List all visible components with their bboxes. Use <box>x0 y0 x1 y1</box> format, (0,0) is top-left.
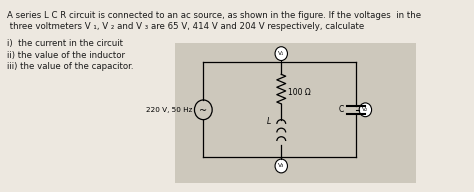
Circle shape <box>275 47 287 60</box>
Text: C: C <box>339 105 344 114</box>
Text: V₁: V₁ <box>278 51 284 56</box>
Text: A series L C R circuit is connected to an ac source, as shown in the figure. If : A series L C R circuit is connected to a… <box>7 11 421 20</box>
Text: three voltmeters V ₁, V ₂ and V ₃ are 65 V, 414 V and 204 V respectively, calcul: three voltmeters V ₁, V ₂ and V ₃ are 65… <box>7 22 364 31</box>
Text: 100 Ω: 100 Ω <box>288 88 311 97</box>
Text: ~: ~ <box>199 106 208 116</box>
Bar <box>175 43 416 183</box>
Circle shape <box>359 103 372 117</box>
Text: V₂: V₂ <box>362 107 368 112</box>
Text: i)  the current in the circuit: i) the current in the circuit <box>7 39 123 48</box>
Text: 220 V, 50 Hz: 220 V, 50 Hz <box>146 107 193 113</box>
Text: iii) the value of the capacitor.: iii) the value of the capacitor. <box>7 62 133 71</box>
Text: ii) the value of the inductor: ii) the value of the inductor <box>7 51 125 60</box>
Circle shape <box>275 159 287 173</box>
Text: V₃: V₃ <box>278 163 284 168</box>
Text: L: L <box>267 117 271 126</box>
